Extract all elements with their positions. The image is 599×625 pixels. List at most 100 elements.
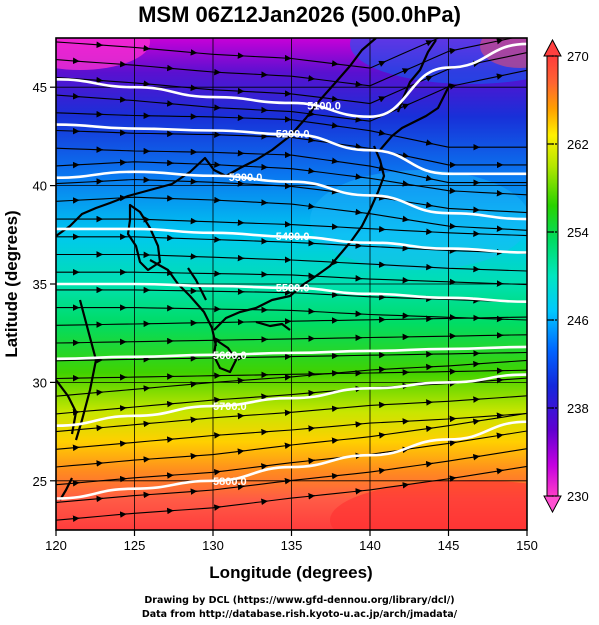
x-axis-label: Longitude (degrees): [209, 563, 372, 582]
contour-label: 5800.0: [213, 476, 247, 488]
x-tick-label: 135: [281, 538, 303, 553]
x-tick-label: 120: [45, 538, 67, 553]
streamline: [56, 253, 527, 272]
height-contour: [56, 42, 527, 119]
wind-arrow: [378, 96, 386, 103]
wind-arrow: [402, 215, 410, 223]
colorbar-bottom-arrow: [543, 495, 562, 514]
wind-streamlines: [56, 38, 527, 522]
streamline: [56, 369, 527, 380]
wind-arrow: [378, 467, 386, 475]
streamline: [56, 38, 515, 87]
wind-arrow: [96, 389, 104, 396]
contour-label: 5200.0: [276, 129, 310, 141]
x-tick-label: 145: [438, 538, 460, 553]
height-contour: [56, 373, 527, 427]
wind-arrow: [496, 38, 504, 45]
wind-arrow: [119, 404, 127, 412]
wind-arrow: [402, 481, 410, 489]
streamline: [56, 351, 527, 362]
wind-arrow: [355, 80, 363, 88]
wind-arrow: [331, 405, 339, 413]
wind-arrow: [72, 444, 80, 452]
wind-arrow: [378, 60, 386, 67]
streamline: [56, 448, 527, 503]
wind-arrow: [331, 472, 339, 480]
contour-label: 5400.0: [276, 231, 310, 243]
streamline: [56, 129, 527, 166]
wind-arrow: [425, 174, 433, 182]
wind-arrow: [72, 409, 80, 416]
height-contour: [56, 227, 527, 254]
contour-label: 5100.0: [307, 101, 341, 113]
streamline: [56, 236, 527, 254]
colorbar-tick-label: 246: [567, 313, 589, 328]
colorbar-top-arrow: [543, 38, 562, 57]
wind-arrow: [119, 440, 127, 447]
streamline: [56, 289, 527, 303]
y-tick-label: 25: [33, 474, 47, 489]
wind-arrow: [143, 80, 151, 87]
wind-arrow: [472, 418, 480, 426]
wind-arrow: [331, 157, 339, 165]
streamline: [56, 271, 527, 286]
wind-arrow: [496, 73, 504, 80]
contour-label: 5500.0: [276, 283, 310, 295]
wind-arrow: [237, 483, 245, 491]
wind-arrow: [496, 467, 504, 475]
streamline: [56, 307, 527, 321]
streamline: [56, 38, 441, 69]
streamline: [56, 412, 527, 450]
wind-arrow: [72, 515, 80, 522]
wind-arrow: [166, 436, 174, 443]
wind-arrow: [425, 425, 433, 433]
x-tick-label: 130: [202, 538, 224, 553]
wind-arrow: [355, 421, 363, 428]
x-axis: 120 125 130 135 140 145 150: [45, 530, 538, 553]
wind-arrow: [96, 460, 104, 467]
wind-arrow: [308, 74, 316, 82]
wind-arrow: [331, 60, 339, 67]
wind-arrow: [190, 49, 198, 56]
wind-arrow: [378, 164, 386, 172]
height-contour: [56, 345, 527, 361]
wind-arrow: [378, 432, 386, 439]
y-axis-label: Latitude (degrees): [2, 210, 21, 357]
colorbar-tick-label: 230: [567, 489, 589, 504]
streamline: [56, 430, 527, 486]
wind-arrow: [166, 64, 174, 72]
wind-arrow: [472, 453, 480, 461]
wind-arrow: [496, 432, 504, 440]
x-tick-label: 140: [359, 538, 381, 553]
height-contour: [56, 170, 527, 221]
wind-arrow: [72, 479, 80, 487]
contour-label: 5300.0: [229, 172, 263, 184]
wind-arrow: [96, 495, 104, 503]
wind-arrow: [260, 463, 269, 470]
wind-arrow: [119, 511, 127, 518]
streamline: [56, 218, 527, 237]
streamline: [56, 112, 527, 148]
wind-arrow: [190, 416, 198, 424]
height-contours: 5100.0 5200.0 5300.0 5400.0 5500.0 5600.0 5700…: [56, 42, 527, 500]
streamline: [56, 178, 527, 214]
credit-data-source: Data from http://database.rish.kyoto-u.a…: [141, 609, 458, 620]
colorbar-bar: [546, 55, 559, 497]
wind-arrow: [449, 439, 457, 447]
wind-arrow: [355, 116, 363, 123]
wind-arrow: [425, 75, 434, 82]
streamline: [56, 395, 527, 433]
wind-arrow: [425, 40, 434, 47]
wind-arrow: [355, 488, 363, 495]
streamline: [56, 161, 527, 196]
wind-arrow: [425, 139, 433, 146]
wind-arrow: [402, 152, 410, 159]
colorbar-tick-label: 262: [567, 137, 589, 152]
wind-arrow: [308, 110, 316, 117]
wind-arrow: [284, 442, 292, 450]
wind-arrow: [355, 173, 363, 180]
wind-arrow: [119, 475, 127, 483]
y-axis: 25 30 35 40 45: [33, 80, 56, 489]
wind-arrow: [213, 468, 221, 476]
